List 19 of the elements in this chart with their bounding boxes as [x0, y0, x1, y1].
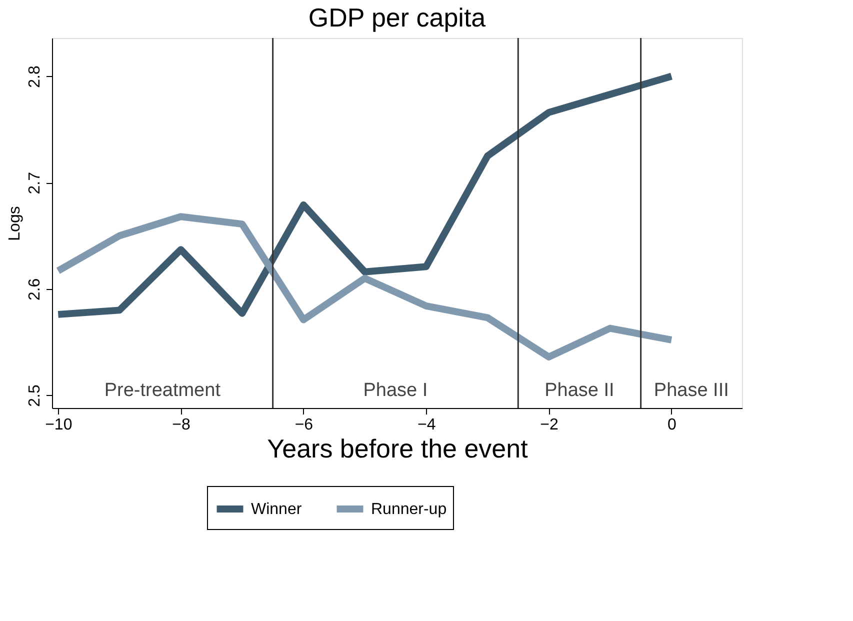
- x-tick-label: −4: [418, 416, 436, 434]
- x-tick-label: −6: [294, 416, 314, 434]
- legend-label: Runner-up: [371, 501, 447, 518]
- annotation: Phase I: [363, 380, 428, 401]
- chart-title: GDP per capita: [308, 2, 486, 32]
- x-tick-label: −2: [540, 416, 559, 434]
- y-tick-label: 2.6: [26, 278, 44, 301]
- legend-label: Winner: [251, 501, 302, 518]
- x-tick-label: −8: [172, 416, 191, 434]
- y-tick-label: 2.5: [26, 384, 44, 407]
- annotation: Phase II: [544, 380, 614, 401]
- annotation: Phase III: [654, 380, 729, 401]
- y-tick-label: 2.7: [26, 172, 44, 194]
- annotation: Pre-treatment: [104, 380, 222, 401]
- y-axis-title: Logs: [6, 206, 24, 241]
- x-tick-label: 0: [668, 416, 677, 434]
- y-tick-label: 2.8: [26, 66, 44, 88]
- x-axis-title: Years before the event: [267, 434, 529, 464]
- x-tick-label: −10: [45, 416, 72, 434]
